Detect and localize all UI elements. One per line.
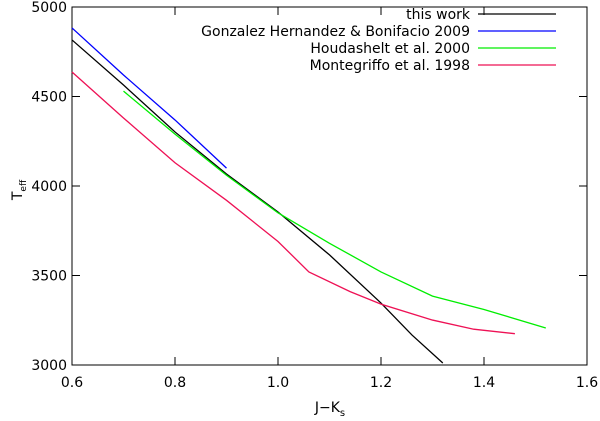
x-tick-label: 1.0 xyxy=(267,375,289,391)
series-line xyxy=(71,39,444,364)
y-axis-label: Teff xyxy=(10,179,29,201)
y-tick-label: 5000 xyxy=(31,0,67,16)
x-tick-label: 1.4 xyxy=(473,375,495,391)
y-tick-label: 4500 xyxy=(31,90,67,106)
legend-label: Gonzalez Hernandez & Bonifacio 2009 xyxy=(201,24,470,40)
series-line xyxy=(123,90,546,329)
x-axis-label: J−Ks xyxy=(314,400,345,419)
y-label-sub: eff xyxy=(19,179,29,192)
legend-label: this work xyxy=(406,7,471,23)
y-tick-label: 4000 xyxy=(31,179,67,195)
y-tick-label: 3500 xyxy=(31,269,67,285)
x-tick-label: 0.6 xyxy=(61,375,83,391)
series-line xyxy=(71,27,227,169)
legend-label: Houdashelt et al. 2000 xyxy=(310,41,470,57)
y-tick-label: 3000 xyxy=(31,358,67,374)
x-tick-label: 1.6 xyxy=(576,375,598,391)
x-label-sub: s xyxy=(340,408,345,419)
legend-label: Montegriffo et al. 1998 xyxy=(310,58,470,74)
x-tick-label: 0.8 xyxy=(164,375,186,391)
x-label-main: J−K xyxy=(314,400,341,416)
y-label-main: T xyxy=(10,191,26,201)
series-line xyxy=(71,71,515,335)
x-tick-label: 1.2 xyxy=(370,375,392,391)
